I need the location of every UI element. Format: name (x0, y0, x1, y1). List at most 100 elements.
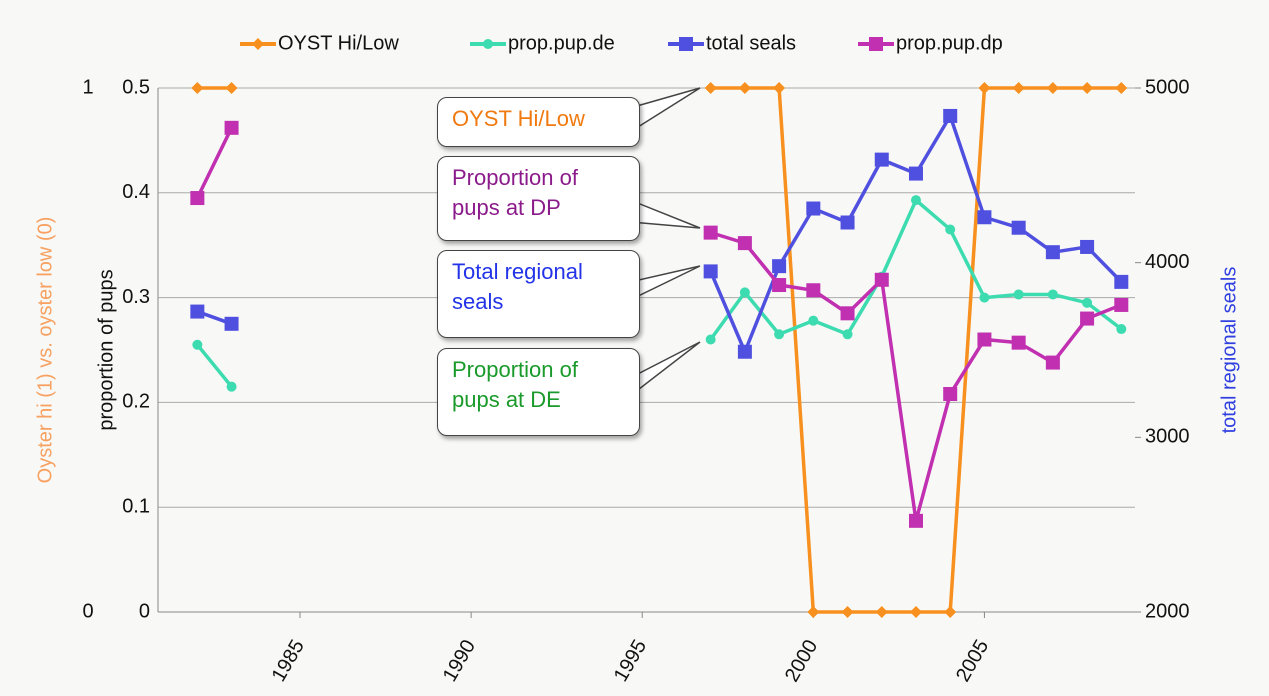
marker (703, 225, 718, 240)
marker (192, 339, 203, 350)
marker (252, 38, 264, 50)
marker (978, 82, 991, 94)
marker (874, 152, 889, 167)
marker (875, 606, 888, 618)
pointer (629, 87, 701, 134)
callout: Total regional seals (437, 250, 640, 338)
marker (704, 82, 717, 94)
marker (945, 224, 956, 235)
marker (773, 82, 786, 94)
y-tick-label: 0.1 (122, 495, 150, 517)
marker (703, 264, 718, 279)
y-tick-label: 0.4 (122, 181, 150, 203)
y-tick-label: 0.3 (122, 286, 150, 308)
marker (807, 606, 820, 618)
marker (190, 191, 205, 206)
marker (908, 166, 923, 181)
y-tick-label: 0.5 (122, 76, 150, 98)
marker (840, 215, 855, 230)
x-tick-label: 1985 (268, 636, 309, 686)
marker (1045, 355, 1060, 370)
marker (1114, 297, 1129, 312)
y2-tick-label: 4000 (1145, 251, 1190, 273)
y2-axis-label: total regional seals (1218, 267, 1240, 434)
callout: OYST Hi/Low (437, 97, 640, 147)
marker (1116, 324, 1127, 335)
marker (774, 329, 785, 340)
marker (772, 278, 787, 293)
marker (1080, 311, 1095, 326)
marker (1114, 274, 1129, 289)
marker (808, 315, 819, 326)
marker (737, 236, 752, 251)
legend-label: total seals (706, 32, 796, 54)
legend-label: OYST Hi/Low (278, 32, 399, 54)
pointer (629, 198, 701, 229)
marker (979, 292, 990, 303)
marker (1080, 239, 1095, 254)
x-tick-label: 2005 (952, 636, 993, 686)
marker (705, 334, 716, 345)
y-axis-label: proportion of pups (95, 269, 117, 430)
series-line (195, 127, 1122, 522)
marker (869, 37, 883, 51)
marker (841, 606, 854, 618)
series-line (196, 111, 1123, 357)
callout: Proportion of pups at DE (437, 348, 640, 436)
marker (1082, 297, 1093, 308)
marker (806, 283, 821, 298)
marker (737, 344, 752, 359)
pointer (629, 265, 701, 302)
marker (191, 82, 204, 94)
marker (1011, 335, 1026, 350)
y-tick-label: 0.2 (122, 391, 150, 413)
callout: Proportion of pups at DP (437, 156, 640, 241)
marker (842, 329, 853, 340)
marker (840, 306, 855, 321)
marker (226, 381, 237, 392)
y3-axis-label: Oyster hi (1) vs. oyster low (0) (34, 217, 56, 484)
y3-tick-label: 1 (82, 76, 93, 98)
marker (1013, 289, 1024, 300)
pointer (629, 341, 701, 398)
x-tick-label: 1990 (439, 636, 480, 686)
marker (1047, 289, 1058, 300)
x-tick-label: 1995 (610, 636, 651, 686)
marker (1012, 82, 1025, 94)
marker (225, 82, 238, 94)
y2-tick-label: 3000 (1145, 426, 1190, 448)
legend-label: prop.pup.dp (896, 32, 1003, 54)
marker (1045, 245, 1060, 260)
series-line (197, 86, 1122, 614)
y-tick-label: 0 (139, 600, 150, 622)
marker (1115, 82, 1128, 94)
y3-tick-label: 0 (82, 600, 93, 622)
marker (679, 37, 693, 51)
legend-label: prop.pup.de (508, 32, 615, 54)
callout-pointers (629, 87, 701, 398)
marker (977, 332, 992, 347)
marker (1081, 82, 1094, 94)
marker (738, 82, 751, 94)
marker (908, 513, 923, 528)
y2-tick-label: 5000 (1145, 76, 1190, 98)
marker (874, 272, 889, 287)
marker (1011, 220, 1026, 235)
marker (190, 304, 205, 319)
marker (944, 606, 957, 618)
marker (943, 387, 958, 402)
x-tick-label: 2000 (781, 636, 822, 686)
marker (910, 195, 921, 206)
marker (1046, 82, 1059, 94)
marker (909, 606, 922, 618)
marker (772, 259, 787, 274)
marker (224, 120, 239, 135)
marker (224, 316, 239, 331)
marker (977, 210, 992, 225)
marker (943, 108, 958, 123)
marker (806, 201, 821, 216)
y2-tick-label: 2000 (1145, 600, 1190, 622)
marker (739, 287, 750, 298)
